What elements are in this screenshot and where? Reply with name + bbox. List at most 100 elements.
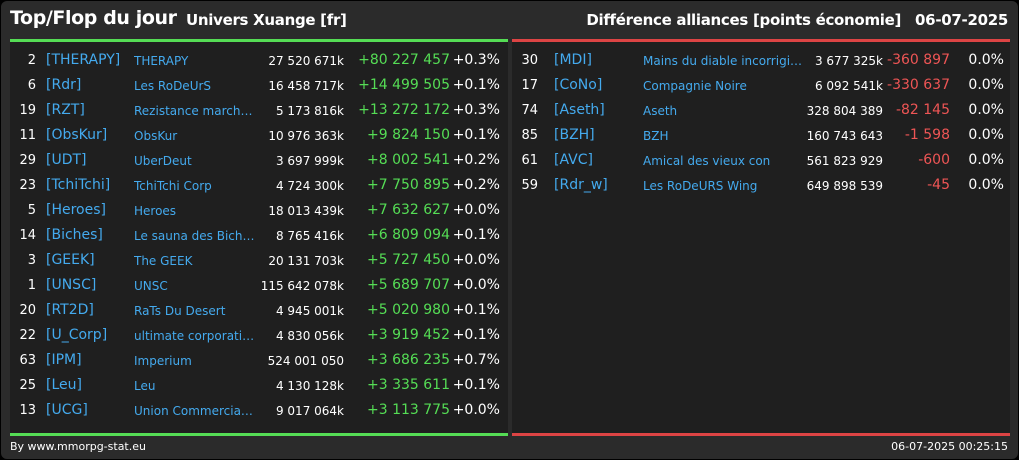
alliance-tag-link[interactable]: [Rdr] — [46, 77, 82, 93]
rank-cell: 5 — [27, 203, 36, 218]
alliance-tag-link[interactable]: [MDI] — [554, 52, 592, 68]
alliance-tag-link[interactable]: [AVC] — [554, 152, 593, 168]
table-row: 29 [UDT] UberDeut 3 697 999k +8 002 541 +0.2% — [10, 148, 508, 173]
alliance-name-link[interactable]: The GEEK — [134, 254, 193, 268]
table-row: 23 [TchiTchi] TchiTchi Corp 4 724 300k +7 75… — [10, 173, 508, 198]
rank-cell: 14 — [19, 228, 36, 243]
alliance-name-link[interactable]: ultimate corporation — [134, 329, 256, 343]
alliance-tag-link[interactable]: [BZH] — [554, 127, 595, 143]
points-cell: 8 765 416k — [275, 229, 344, 243]
percent-cell: 0.0% — [968, 77, 1004, 93]
points-cell: 6 092 541k — [814, 79, 883, 93]
alliance-name-link[interactable]: Compagnie Noire — [643, 79, 747, 93]
alliance-name-link[interactable]: Aseth — [643, 104, 678, 118]
alliance-name-link[interactable]: ObsKur — [134, 129, 178, 143]
alliance-name-link[interactable]: BZH — [643, 129, 669, 143]
alliance-name-link[interactable]: Les RoDeURS Wing — [643, 179, 758, 193]
alliance-tag-link[interactable]: [RT2D] — [46, 302, 94, 318]
rank-cell: 59 — [521, 178, 538, 193]
table-row: 61 [AVC] Amical des vieux con 561 823 929 -6… — [512, 148, 1010, 173]
difference-cell: +80 227 457 — [358, 52, 450, 68]
points-cell: 4 945 001k — [275, 304, 344, 318]
flop-accent-bar — [512, 39, 1010, 42]
page-title: Top/Flop du jour — [10, 7, 177, 29]
rank-cell: 1 — [27, 278, 36, 293]
alliance-tag-link[interactable]: [UCG] — [46, 402, 88, 418]
percent-cell: +0.2% — [452, 152, 500, 168]
alliance-tag-link[interactable]: [TchiTchi] — [46, 177, 111, 193]
alliance-tag-link[interactable]: [Heroes] — [46, 202, 106, 218]
points-cell: 10 976 363k — [268, 129, 344, 143]
rank-cell: 29 — [19, 153, 36, 168]
percent-cell: 0.0% — [968, 127, 1004, 143]
percent-cell: +0.0% — [452, 277, 500, 293]
difference-cell: +6 809 094 — [367, 227, 450, 243]
table-row: 30 [MDI] Mains du diable incorrigibles 3 67… — [512, 48, 1010, 73]
points-cell: 3 697 999k — [275, 154, 344, 168]
alliance-tag-link[interactable]: [U_Corp] — [46, 327, 108, 343]
difference-cell: -45 — [927, 177, 950, 193]
difference-cell: -1 598 — [904, 127, 950, 143]
alliance-tag-link[interactable]: [ObsKur] — [46, 127, 108, 143]
rank-cell: 74 — [521, 103, 538, 118]
table-row: 1 [UNSC] UNSC 115 642 078k +5 689 707 +0.0% — [10, 273, 508, 298]
alliance-tag-link[interactable]: [Biches] — [46, 227, 103, 243]
difference-cell: -82 145 — [895, 102, 950, 118]
header-right: Différence alliances [points économie] 06… — [586, 11, 1008, 41]
alliance-name-link[interactable]: Rezistance marchande — [134, 104, 256, 118]
percent-cell: +0.1% — [452, 227, 500, 243]
header-date: 06-07-2025 — [915, 11, 1008, 29]
points-cell: 9 017 064k — [275, 404, 344, 418]
points-cell: 649 898 539 — [806, 179, 883, 193]
table-row: 11 [ObsKur] ObsKur 10 976 363k +9 824 150 +0.… — [10, 123, 508, 148]
alliance-name-link[interactable]: Le sauna des Biches — [134, 229, 256, 243]
table-row: 17 [CoNo] Compagnie Noire 6 092 541k -330 63… — [512, 73, 1010, 98]
alliance-tag-link[interactable]: [Leu] — [46, 377, 82, 393]
difference-cell: +8 002 541 — [367, 152, 450, 168]
alliance-tag-link[interactable]: [UDT] — [46, 152, 87, 168]
percent-cell: +0.1% — [452, 302, 500, 318]
alliance-name-link[interactable]: THERAPY — [134, 54, 189, 68]
points-cell: 27 520 671k — [268, 54, 344, 68]
alliance-name-link[interactable]: Mains du diable incorrigibles — [643, 54, 808, 68]
points-cell: 328 804 389 — [806, 104, 883, 118]
alliance-name-link[interactable]: RaTs Du Desert — [134, 304, 226, 318]
difference-cell: +14 499 505 — [358, 77, 450, 93]
alliance-name-link[interactable]: UNSC — [134, 279, 168, 293]
alliance-tag-link[interactable]: [RZT] — [46, 102, 85, 118]
table-row: 2 [THERAPY] THERAPY 27 520 671k +80 227 457 +… — [10, 48, 508, 73]
alliance-name-link[interactable]: Leu — [134, 379, 156, 393]
alliance-tag-link[interactable]: [GEEK] — [46, 252, 95, 268]
universe-label: Univers Xuange [fr] — [186, 11, 347, 29]
points-cell: 115 642 078k — [260, 279, 344, 293]
rank-cell: 17 — [521, 78, 538, 93]
difference-cell: +3 335 611 — [367, 377, 450, 393]
rank-cell: 85 — [521, 128, 538, 143]
top-accent-bar-bottom — [10, 433, 508, 436]
alliance-tag-link[interactable]: [THERAPY] — [46, 52, 121, 68]
points-cell: 5 173 816k — [275, 104, 344, 118]
alliance-name-link[interactable]: UberDeut — [134, 154, 192, 168]
top-accent-bar — [10, 39, 508, 42]
alliance-name-link[interactable]: TchiTchi Corp — [134, 179, 212, 193]
alliance-name-link[interactable]: Imperium — [134, 354, 192, 368]
alliance-tag-link[interactable]: [Aseth] — [554, 102, 605, 118]
rank-cell: 61 — [521, 153, 538, 168]
percent-cell: 0.0% — [968, 152, 1004, 168]
difference-cell: -360 897 — [887, 52, 950, 68]
rank-cell: 63 — [19, 353, 36, 368]
table-row: 14 [Biches] Le sauna des Biches 8 765 416k +… — [10, 223, 508, 248]
rank-cell: 3 — [27, 253, 36, 268]
alliance-name-link[interactable]: Amical des vieux con — [643, 154, 771, 168]
alliance-name-link[interactable]: Union Commerciale Galactique — [134, 404, 256, 418]
alliance-name-link[interactable]: Heroes — [134, 204, 177, 218]
alliance-tag-link[interactable]: [Rdr_w] — [554, 177, 608, 193]
alliance-tag-link[interactable]: [CoNo] — [554, 77, 603, 93]
table-row: 20 [RT2D] RaTs Du Desert 4 945 001k +5 020 9… — [10, 298, 508, 323]
percent-cell: +0.1% — [452, 377, 500, 393]
alliance-tag-link[interactable]: [UNSC] — [46, 277, 97, 293]
alliance-tag-link[interactable]: [IPM] — [46, 352, 82, 368]
percent-cell: +0.3% — [452, 52, 500, 68]
alliance-name-link[interactable]: Les RoDeUrS — [134, 79, 212, 93]
